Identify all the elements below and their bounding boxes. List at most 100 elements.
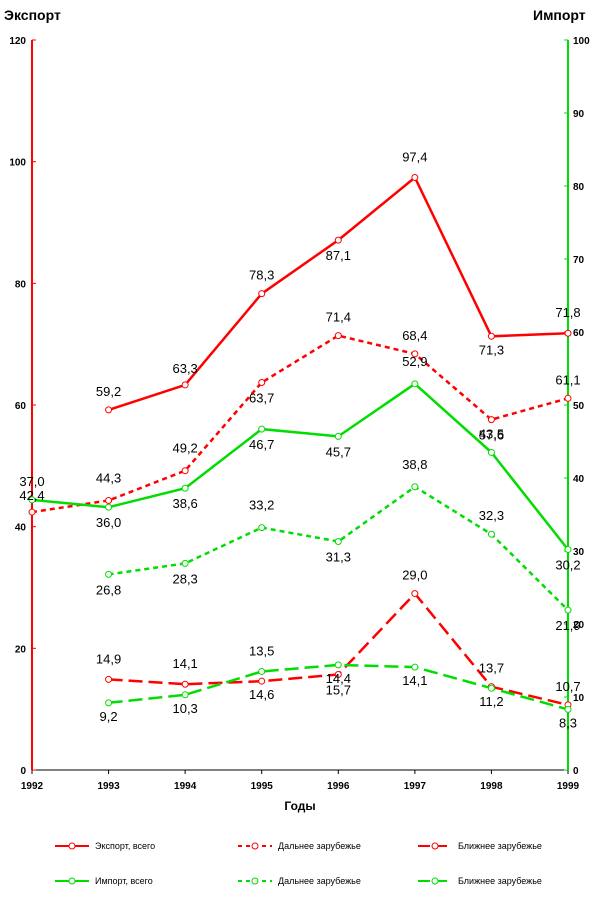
right-tick-label: 30 — [573, 547, 585, 558]
data-point — [564, 606, 572, 614]
data-point — [411, 590, 419, 598]
data-point — [487, 448, 495, 456]
data-point — [411, 380, 419, 388]
data-point — [564, 394, 572, 402]
data-point — [105, 497, 113, 505]
data-point — [564, 329, 572, 337]
data-label: 14,9 — [96, 651, 121, 666]
legend-label: Дальнее зарубежье — [278, 876, 361, 886]
data-point — [334, 236, 342, 244]
right-tick-label: 40 — [573, 474, 585, 485]
legend-marker — [68, 842, 76, 850]
data-label: 15,7 — [326, 682, 351, 697]
data-point — [487, 530, 495, 538]
data-label: 71,4 — [326, 310, 351, 325]
data-label: 68,4 — [402, 328, 427, 343]
series-line — [31, 334, 569, 514]
right-tick-label: 10 — [573, 693, 585, 704]
data-label: 71,8 — [555, 305, 580, 320]
data-label: 14,1 — [172, 656, 197, 671]
data-point — [487, 684, 495, 692]
right-tick-label: 70 — [573, 255, 585, 266]
series-line — [31, 382, 569, 551]
left-tick-label: 80 — [15, 279, 27, 290]
data-label: 52,9 — [402, 354, 427, 369]
data-point — [105, 406, 113, 414]
data-label: 46,7 — [249, 437, 274, 452]
data-label: 37,0 — [19, 474, 44, 489]
data-label: 13,7 — [479, 661, 504, 676]
right-tick-label: 20 — [573, 620, 585, 631]
data-labels: 59,2 63,3 78,3 87,1 97,4 71,3 71,8 42,4 44,3 49,2… — [19, 149, 580, 730]
data-label: 30,2 — [555, 558, 580, 573]
legend-marker — [251, 877, 259, 885]
data-label: 14,6 — [249, 687, 274, 702]
axes: 0 20 40 60 80 100 120 0 10 20 30 40 50 60 70 80 90 100 199… — [9, 36, 590, 792]
data-point — [181, 559, 189, 567]
legend-marker — [251, 842, 259, 850]
data-point — [334, 432, 342, 440]
data-point — [181, 381, 189, 389]
data-label: 21,9 — [555, 618, 580, 633]
data-point — [258, 290, 266, 298]
data-label: 36,0 — [96, 515, 121, 530]
left-tick-label: 60 — [15, 401, 27, 412]
right-tick-label: 90 — [573, 109, 585, 120]
legend-marker — [68, 877, 76, 885]
data-label: 44,3 — [96, 471, 121, 486]
x-tick-label: 1994 — [174, 781, 197, 792]
data-point — [181, 484, 189, 492]
data-point — [181, 680, 189, 688]
left-axis-title: Экспорт — [4, 7, 61, 23]
data-point — [258, 524, 266, 532]
legend-marker — [431, 842, 439, 850]
data-point — [564, 705, 572, 713]
left-tick-label: 20 — [15, 644, 27, 655]
data-point — [411, 663, 419, 671]
data-point — [258, 667, 266, 675]
data-label: 33,2 — [249, 498, 274, 513]
data-label: 10,3 — [172, 701, 197, 716]
data-label: 31,3 — [326, 550, 351, 565]
data-label: 45,7 — [326, 444, 351, 459]
data-point — [411, 350, 419, 358]
legend-label: Дальнее зарубежье — [278, 841, 361, 851]
left-tick-label: 0 — [20, 766, 26, 777]
data-label: 14,4 — [326, 671, 351, 686]
data-label: 59,2 — [96, 384, 121, 399]
legend-marker — [431, 877, 439, 885]
legend-label: Экспорт, всего — [95, 841, 155, 851]
data-label: 63,3 — [172, 361, 197, 376]
left-tick-label: 100 — [9, 158, 26, 169]
x-tick-label: 1996 — [327, 781, 350, 792]
data-label: 26,8 — [96, 582, 121, 597]
data-label: 63,7 — [249, 390, 274, 405]
x-tick-label: 1998 — [480, 781, 503, 792]
right-tick-label: 0 — [573, 766, 579, 777]
data-label: 29,0 — [402, 568, 427, 583]
data-label: 8,3 — [559, 715, 577, 730]
data-point — [258, 378, 266, 386]
data-label: 9,2 — [100, 709, 118, 724]
plot-area — [28, 173, 572, 713]
x-tick-label: 1997 — [404, 781, 427, 792]
data-point — [334, 661, 342, 669]
data-point — [28, 508, 36, 516]
data-label: 43,5 — [479, 426, 504, 441]
data-label: 28,3 — [172, 571, 197, 586]
data-point — [105, 570, 113, 578]
data-point — [258, 425, 266, 433]
data-point — [411, 173, 419, 181]
data-label: 13,5 — [249, 643, 274, 658]
x-tick-label: 1993 — [97, 781, 120, 792]
data-point — [334, 332, 342, 340]
x-tick-label: 1995 — [251, 781, 274, 792]
data-point — [411, 483, 419, 491]
data-point — [105, 503, 113, 511]
data-point — [105, 699, 113, 707]
data-label: 78,3 — [249, 268, 274, 283]
x-tick-label: 1992 — [21, 781, 44, 792]
data-label: 87,1 — [326, 248, 351, 263]
right-tick-label: 80 — [573, 182, 585, 193]
